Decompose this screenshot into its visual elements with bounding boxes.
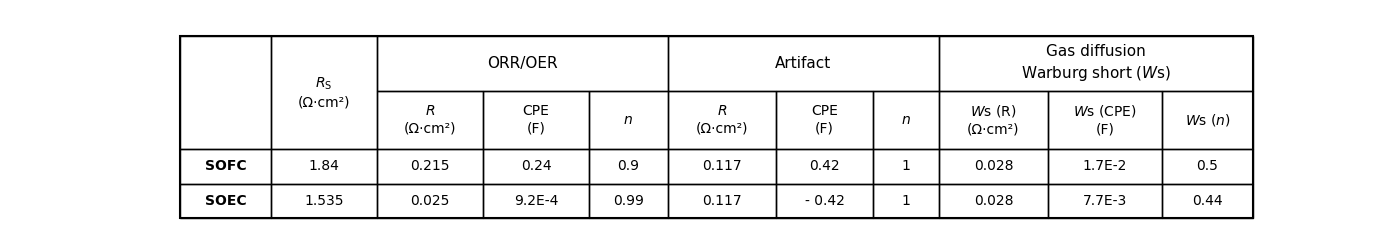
Text: ORR/OER: ORR/OER: [487, 56, 558, 71]
Text: $R_\mathrm{S}$
(Ω·cm²): $R_\mathrm{S}$ (Ω·cm²): [298, 76, 350, 109]
Text: $n$: $n$: [900, 113, 911, 127]
Bar: [1162, 149, 1253, 184]
Text: CPE
(F): CPE (F): [811, 104, 837, 136]
Text: $W$s (CPE)
(F): $W$s (CPE) (F): [1074, 103, 1137, 137]
Text: 0.215: 0.215: [410, 160, 450, 173]
Bar: [377, 36, 668, 91]
Text: $W$s (R)
(Ω·cm²): $W$s (R) (Ω·cm²): [967, 103, 1019, 137]
Bar: [939, 91, 1047, 149]
Bar: [668, 91, 776, 149]
Text: 0.028: 0.028: [973, 194, 1014, 208]
Text: $W$s ($n$): $W$s ($n$): [1184, 112, 1230, 128]
Text: 7.7E-3: 7.7E-3: [1083, 194, 1127, 208]
Text: 0.24: 0.24: [521, 160, 551, 173]
Text: 1: 1: [902, 194, 910, 208]
Bar: [271, 149, 377, 184]
Text: 0.9: 0.9: [618, 160, 639, 173]
Text: 0.117: 0.117: [702, 194, 742, 208]
Text: Gas diffusion
Warburg short ($W$s): Gas diffusion Warburg short ($W$s): [1021, 44, 1172, 82]
Bar: [872, 91, 939, 149]
Text: 0.44: 0.44: [1192, 194, 1223, 208]
Bar: [484, 91, 589, 149]
Bar: [776, 91, 872, 149]
Bar: [271, 184, 377, 218]
Bar: [377, 184, 484, 218]
Bar: [271, 36, 377, 149]
Bar: [872, 184, 939, 218]
Bar: [589, 149, 668, 184]
Text: Artifact: Artifact: [776, 56, 832, 71]
Text: CPE
(F): CPE (F): [523, 104, 549, 136]
Bar: [1047, 149, 1162, 184]
Bar: [484, 184, 589, 218]
Text: $R$
(Ω·cm²): $R$ (Ω·cm²): [404, 104, 456, 136]
Text: 1.84: 1.84: [309, 160, 340, 173]
Text: 9.2E-4: 9.2E-4: [514, 194, 558, 208]
Bar: [939, 36, 1253, 91]
Text: 0.025: 0.025: [410, 194, 450, 208]
Bar: [1047, 91, 1162, 149]
Text: - 0.42: - 0.42: [804, 194, 844, 208]
Bar: [377, 149, 484, 184]
Bar: [180, 184, 271, 218]
Text: SOEC: SOEC: [204, 194, 246, 208]
Text: $n$: $n$: [624, 113, 633, 127]
Bar: [668, 36, 939, 91]
Bar: [1162, 91, 1253, 149]
Bar: [939, 149, 1047, 184]
Bar: [939, 184, 1047, 218]
Text: 0.99: 0.99: [612, 194, 644, 208]
Text: 0.5: 0.5: [1197, 160, 1219, 173]
Text: 1.535: 1.535: [303, 194, 344, 208]
Text: 0.117: 0.117: [702, 160, 742, 173]
Text: 1.7E-2: 1.7E-2: [1083, 160, 1127, 173]
Bar: [1047, 184, 1162, 218]
Bar: [589, 184, 668, 218]
Text: 0.028: 0.028: [973, 160, 1014, 173]
Bar: [589, 91, 668, 149]
Text: 1: 1: [902, 160, 910, 173]
Bar: [180, 149, 271, 184]
Bar: [668, 149, 776, 184]
Bar: [872, 149, 939, 184]
Text: SOFC: SOFC: [204, 160, 246, 173]
Bar: [776, 149, 872, 184]
Bar: [377, 91, 484, 149]
Bar: [484, 149, 589, 184]
Bar: [1162, 184, 1253, 218]
Bar: [180, 36, 271, 149]
Bar: [776, 184, 872, 218]
Bar: [668, 184, 776, 218]
Text: $R$
(Ω·cm²): $R$ (Ω·cm²): [696, 104, 748, 136]
Text: 0.42: 0.42: [809, 160, 840, 173]
